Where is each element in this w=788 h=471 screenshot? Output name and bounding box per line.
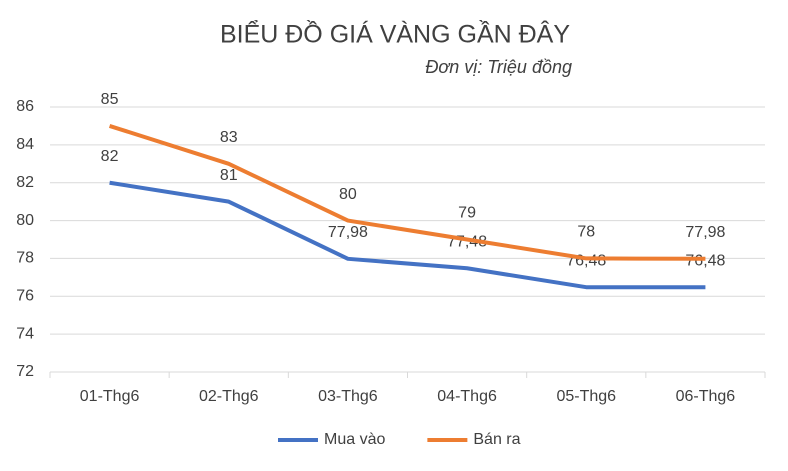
x-tick-label: 06-Thg6 — [676, 388, 736, 405]
data-label: 82 — [101, 148, 119, 165]
data-label: 77,98 — [328, 224, 368, 241]
data-label: 81 — [220, 167, 238, 184]
series-line — [109, 180, 706, 290]
data-label: 79 — [458, 205, 476, 222]
x-tick-label: 03-Thg6 — [318, 388, 378, 405]
data-label: 77,98 — [685, 224, 725, 241]
y-tick-label: 76 — [16, 288, 34, 305]
x-tick-label: 04-Thg6 — [437, 388, 497, 405]
x-tick-label: 05-Thg6 — [556, 388, 616, 405]
legend-label: Mua vào — [324, 431, 385, 448]
data-label: 85 — [101, 91, 119, 108]
series-line — [108, 124, 706, 261]
x-tick-label: 02-Thg6 — [199, 388, 259, 405]
y-tick-label: 72 — [16, 363, 34, 380]
y-tick-label: 84 — [16, 136, 34, 153]
y-tick-label: 78 — [16, 250, 34, 267]
data-label: 80 — [339, 186, 357, 203]
y-tick-label: 74 — [16, 325, 34, 342]
data-label: 78 — [577, 224, 595, 241]
data-label: 76,48 — [685, 252, 725, 269]
y-tick-label: 86 — [16, 98, 34, 115]
chart-title: BIỂU ĐỒ GIÁ VÀNG GẦN ĐÂY — [220, 19, 570, 49]
y-tick-label: 82 — [16, 174, 34, 191]
chart-subtitle: Đơn vị: Triệu đồng — [425, 57, 572, 77]
data-label: 83 — [220, 129, 238, 146]
y-tick-label: 80 — [16, 212, 34, 229]
x-tick-label: 01-Thg6 — [80, 388, 140, 405]
legend-label: Bán ra — [473, 431, 520, 448]
